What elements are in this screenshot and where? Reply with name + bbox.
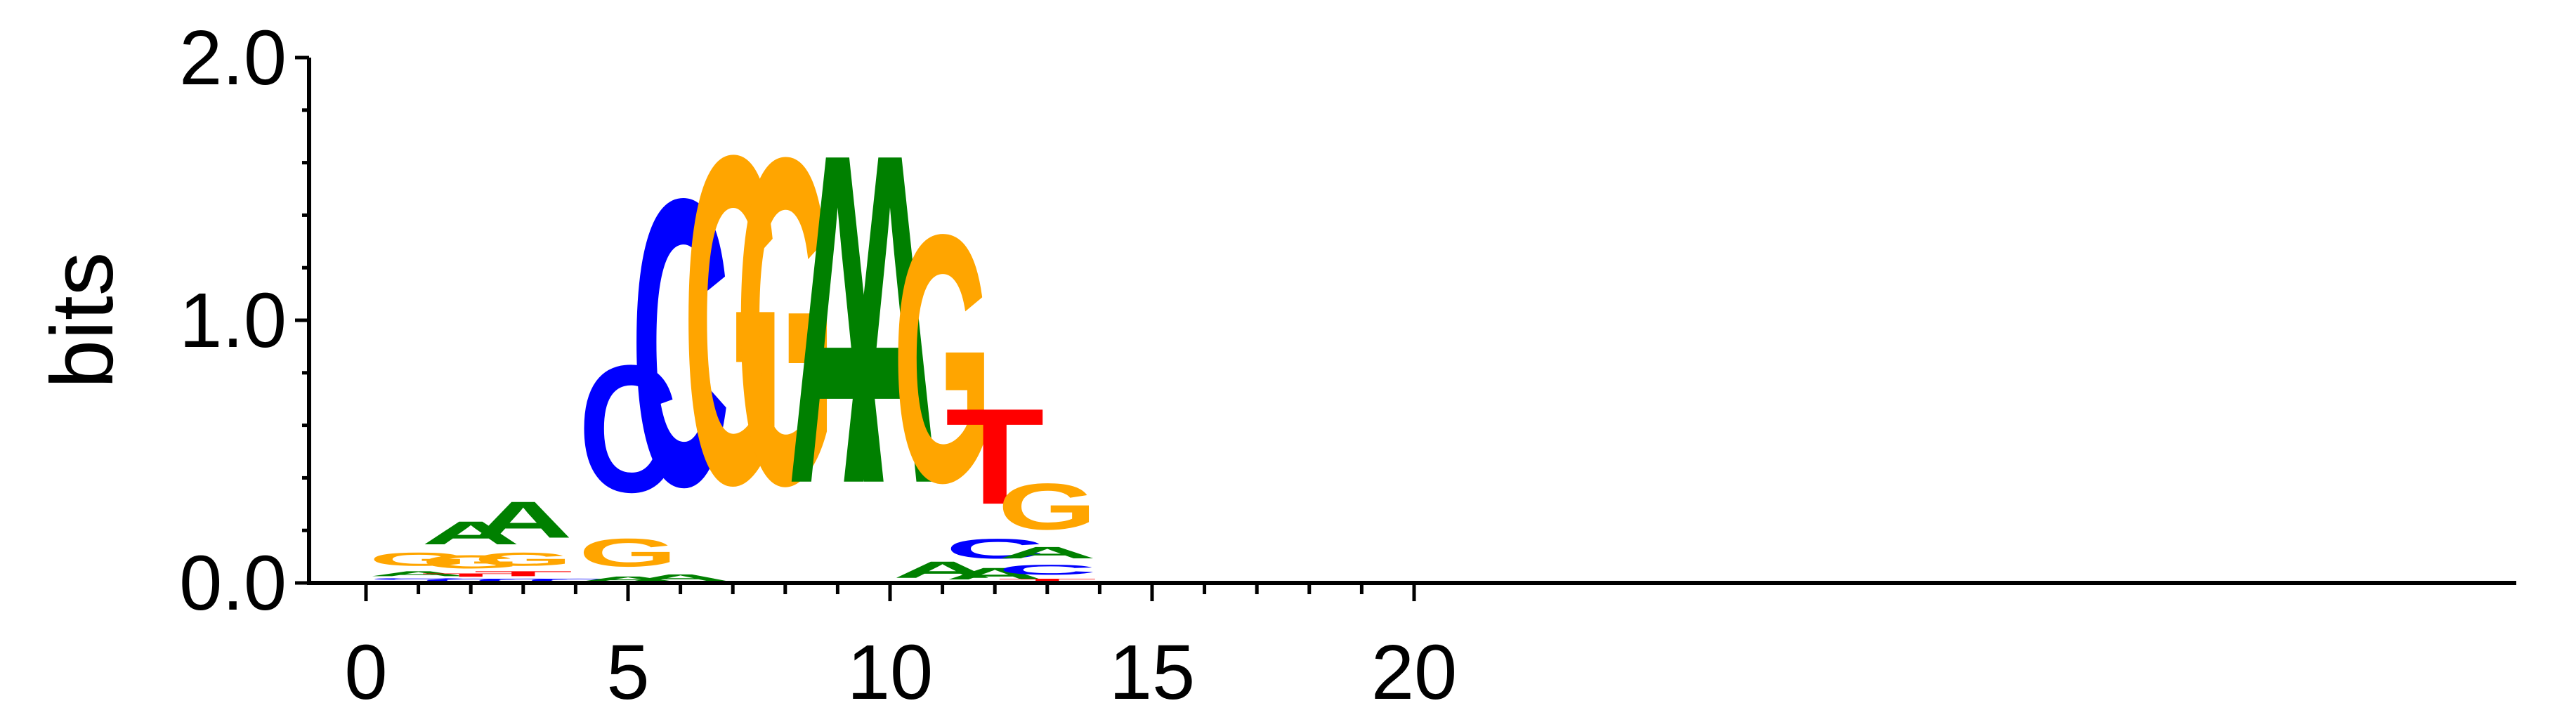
- logo-letter-G: G: [369, 549, 468, 570]
- x-tick-label: 0: [344, 629, 387, 716]
- logo-letter-T: T: [998, 577, 1097, 583]
- logo-letter-G: G: [421, 551, 521, 572]
- logo-column: AG: [893, 162, 992, 583]
- logo-column: G: [684, 58, 783, 582]
- logo-letter-G: G: [684, 58, 783, 582]
- logo-column: ACT: [946, 381, 1045, 583]
- logo-column: C: [526, 578, 625, 583]
- x-tick-label: 5: [606, 629, 649, 716]
- logo-letter-A: A: [841, 55, 940, 582]
- x-tick-label: 15: [1109, 629, 1195, 716]
- logo-letter-T: T: [421, 572, 521, 578]
- logo-letter-A: A: [946, 565, 1045, 583]
- logo-column: A: [788, 55, 887, 582]
- logo-letter-A: A: [998, 544, 1097, 562]
- x-tick-label: 10: [847, 629, 933, 716]
- logo-column: G: [735, 61, 835, 582]
- x-axis-ticks: 0 5 10 15 20: [344, 583, 1457, 716]
- logo-letter-C: C: [473, 578, 573, 583]
- logo-column: AGC: [579, 327, 678, 583]
- logo-letter-G: G: [893, 162, 992, 556]
- logo-letter-A: A: [893, 556, 992, 583]
- y-tick-label: 2.0: [179, 15, 287, 101]
- logo-letter-T: T: [473, 570, 573, 577]
- logo-letter-A: A: [421, 515, 521, 552]
- y-tick-label: 0.0: [179, 540, 287, 626]
- logo-letter-G: G: [735, 61, 835, 582]
- y-tick-label: 1.0: [179, 277, 287, 364]
- logo-letters: TCAGCTGACTGACAGCACGGAAAGACTTCAG: [369, 55, 1097, 583]
- logo-letter-C: C: [369, 578, 468, 581]
- y-axis-label: bits: [34, 252, 131, 389]
- logo-letter-C: C: [998, 562, 1097, 577]
- logo-letter-T: T: [946, 381, 1045, 533]
- y-axis-ticks: 0.0 1.0 2.0: [179, 15, 309, 626]
- logo-letter-A: A: [579, 575, 678, 583]
- logo-letter-C: C: [421, 578, 521, 583]
- logo-letter-C: C: [526, 578, 625, 583]
- logo-letter-A: A: [369, 570, 468, 577]
- logo-column: A: [841, 55, 940, 582]
- logo-letter-A: A: [788, 55, 887, 582]
- logo-letter-A: A: [631, 572, 730, 583]
- logo-column: AC: [631, 114, 730, 583]
- logo-letter-A: A: [473, 491, 573, 549]
- logo-letter-C: C: [631, 114, 730, 572]
- logo-letter-C: C: [579, 327, 678, 530]
- logo-letter-G: G: [473, 549, 573, 570]
- logo-letter-G: G: [998, 469, 1097, 543]
- x-tick-label: 20: [1371, 629, 1457, 716]
- logo-letter-G: G: [579, 530, 678, 575]
- logo-letter-C: C: [946, 533, 1045, 565]
